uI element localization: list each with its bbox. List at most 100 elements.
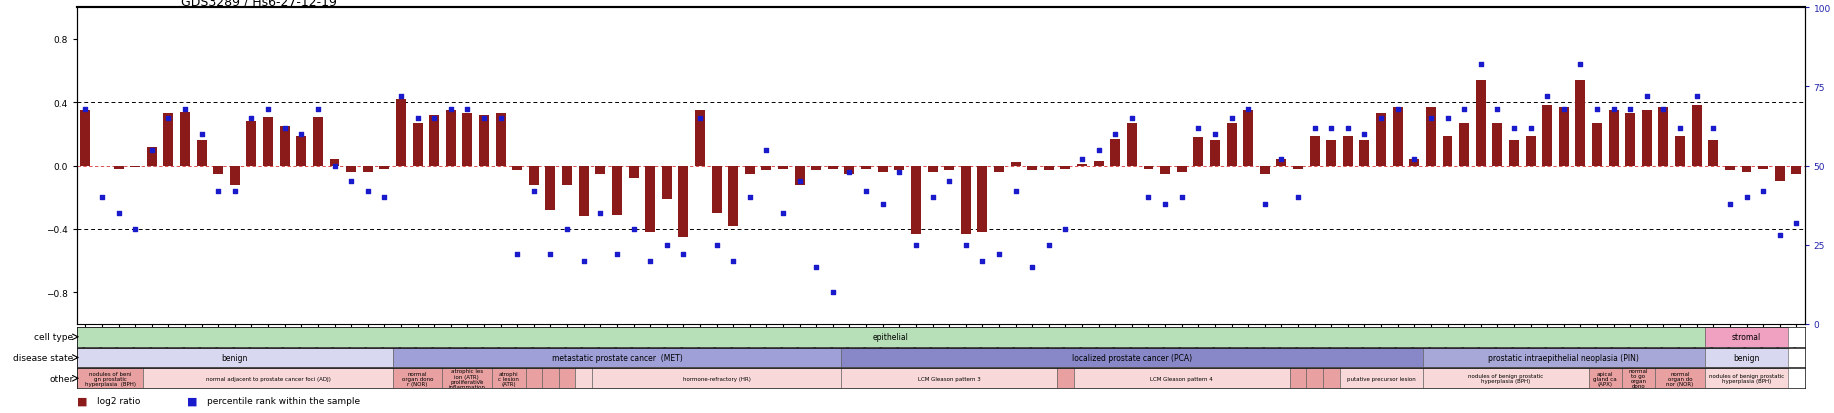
Point (1781, 220, 1810, 226)
Point (319, 163, 348, 170)
Text: atrophic les
ion (ATR)_
proliferative
inflammation: atrophic les ion (ATR)_ proliferative in… (449, 368, 486, 389)
Point (1731, 195, 1761, 201)
Point (1100, 131, 1130, 138)
Point (286, 131, 315, 138)
Bar (297, 136, 306, 166)
Bar (596, 166, 605, 174)
Bar (163, 114, 174, 166)
Text: GDS3289 / Hs6-27-12-19: GDS3289 / Hs6-27-12-19 (182, 0, 337, 8)
Bar (446, 111, 457, 166)
Point (187, 131, 216, 138)
Point (653, 242, 682, 249)
Bar (1621, 368, 1654, 388)
Bar (1559, 108, 1568, 166)
Bar (545, 166, 556, 211)
Point (1234, 106, 1264, 113)
Bar (229, 166, 240, 185)
Point (1166, 195, 1196, 201)
Text: normal
organ dono
r (NOR): normal organ dono r (NOR) (402, 371, 433, 386)
Bar (1674, 136, 1685, 166)
Point (1599, 106, 1629, 113)
Text: apical
gland ca
(APX): apical gland ca (APX) (1594, 371, 1618, 386)
Point (387, 93, 416, 100)
Point (1199, 131, 1229, 138)
Bar (1077, 165, 1088, 166)
Bar (580, 166, 589, 217)
Point (1300, 125, 1330, 132)
Point (270, 125, 299, 132)
Bar (347, 166, 356, 173)
Bar (862, 166, 871, 169)
Bar (330, 160, 339, 166)
Text: stromal: stromal (1731, 332, 1761, 342)
Bar (1194, 138, 1203, 166)
Text: benign: benign (222, 353, 248, 362)
Point (602, 252, 631, 258)
Bar (761, 166, 772, 171)
Text: log2 ratio: log2 ratio (97, 396, 141, 405)
Bar (1425, 108, 1436, 166)
Bar (895, 166, 904, 171)
Point (618, 226, 647, 233)
Bar (1423, 368, 1588, 388)
Text: atrophi
c lesion
(ATR): atrophi c lesion (ATR) (499, 371, 519, 386)
Bar (1706, 348, 1788, 368)
Bar (1376, 114, 1387, 166)
Bar (928, 166, 937, 173)
Point (917, 195, 946, 201)
Bar (1210, 141, 1220, 166)
Bar (114, 166, 123, 169)
Point (1432, 116, 1462, 122)
Bar (561, 166, 572, 185)
Point (952, 242, 981, 249)
Bar (1093, 161, 1104, 166)
Point (669, 252, 699, 258)
Point (336, 179, 365, 185)
Bar (1177, 166, 1187, 173)
Bar (945, 166, 954, 171)
Point (253, 106, 282, 113)
Point (1034, 242, 1064, 249)
Bar (745, 166, 756, 174)
Text: ■: ■ (187, 396, 198, 406)
Bar (1608, 111, 1619, 166)
Point (785, 179, 814, 185)
Point (1533, 93, 1563, 100)
Point (1251, 201, 1280, 207)
Bar (842, 348, 1423, 368)
Point (1764, 233, 1794, 239)
Bar (827, 166, 838, 169)
Bar (246, 122, 257, 166)
Bar (844, 166, 855, 174)
Text: normal
organ do
nor (NOR): normal organ do nor (NOR) (1667, 371, 1693, 386)
Point (1051, 226, 1080, 233)
Bar (1276, 160, 1286, 166)
Bar (1322, 368, 1339, 388)
Point (1748, 188, 1777, 195)
Bar (1706, 327, 1788, 347)
Point (1117, 116, 1146, 122)
Point (519, 188, 548, 195)
Bar (147, 147, 156, 166)
Text: hormone-refractory (HR): hormone-refractory (HR) (682, 376, 750, 381)
Point (968, 258, 998, 264)
Point (154, 116, 183, 122)
Bar (1027, 166, 1038, 171)
Point (72, 106, 101, 113)
Text: epithelial: epithelial (873, 332, 910, 342)
Bar (442, 368, 492, 388)
Point (220, 188, 249, 195)
Bar (380, 166, 389, 169)
Text: prostatic intraepithelial neoplasia (PIN): prostatic intraepithelial neoplasia (PIN… (1489, 353, 1640, 362)
Bar (1691, 106, 1702, 166)
Point (1218, 116, 1247, 122)
Text: other: other (50, 374, 73, 383)
Point (1267, 157, 1297, 163)
Text: percentile rank within the sample: percentile rank within the sample (207, 396, 359, 405)
Point (1482, 106, 1511, 113)
Point (719, 258, 748, 264)
Point (851, 188, 880, 195)
Point (1183, 125, 1212, 132)
Bar (1243, 111, 1253, 166)
Bar (479, 116, 490, 166)
